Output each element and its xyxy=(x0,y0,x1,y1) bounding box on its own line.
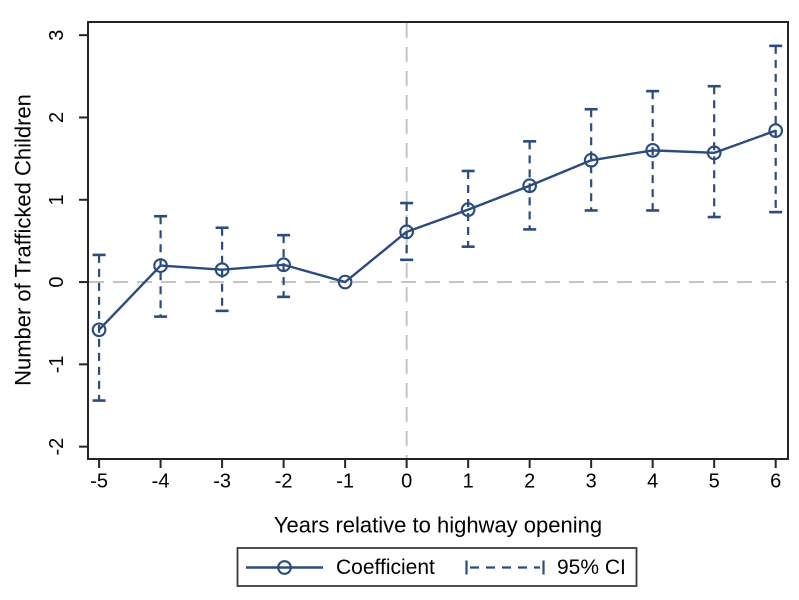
data-point-marker xyxy=(276,257,291,273)
data-point-marker xyxy=(645,143,661,158)
y-tick-label: -1 xyxy=(46,355,68,373)
data-point-marker xyxy=(768,123,784,138)
legend-label-coefficient: Coefficient xyxy=(336,556,435,579)
x-tick-label: 3 xyxy=(586,471,597,493)
x-tick-label: -5 xyxy=(90,471,108,493)
y-tick-label: -2 xyxy=(46,438,68,456)
y-tick-label: 2 xyxy=(46,112,68,123)
data-point-marker xyxy=(214,262,230,278)
coefficient-markers xyxy=(91,123,784,338)
x-tick-label: 1 xyxy=(463,471,474,493)
coefficient-line xyxy=(98,129,777,331)
y-axis-title: Number of Trafficked Children xyxy=(11,94,36,386)
y-tick-label: 3 xyxy=(46,30,68,41)
x-tick-label: 2 xyxy=(524,471,535,493)
legend: Coefficient 95% CI xyxy=(236,547,638,587)
plot-border xyxy=(87,21,789,460)
y-tick-label: 1 xyxy=(46,194,68,205)
x-tick-label: 5 xyxy=(709,471,720,493)
x-tick-label: 6 xyxy=(770,471,781,493)
data-point-marker xyxy=(583,152,599,168)
data-point-marker xyxy=(337,274,353,290)
data-point-marker xyxy=(706,145,722,161)
x-axis-title: Years relative to highway opening xyxy=(274,513,602,538)
y-tick-label: 0 xyxy=(46,276,68,287)
x-tick-label: -1 xyxy=(336,471,354,493)
ci-error-bars xyxy=(92,44,783,402)
data-point-marker xyxy=(153,258,168,273)
data-point-marker xyxy=(460,202,476,217)
axis-tick-labels: -5 -4 -3 -2 -1 0 1 2 3 4 5 6 -2 -1 0 1 2 3 xyxy=(46,30,781,493)
axis-ticks xyxy=(79,34,777,468)
legend-coefficient-marker-sample xyxy=(277,560,292,575)
x-tick-label: -3 xyxy=(213,471,231,493)
x-tick-label: -2 xyxy=(275,471,293,493)
x-tick-label: -4 xyxy=(152,471,170,493)
x-tick-label: 0 xyxy=(401,471,412,493)
legend-label-ci: 95% CI xyxy=(557,556,626,579)
x-tick-label: 4 xyxy=(647,471,658,493)
coefficient-polyline xyxy=(98,129,777,331)
data-point-marker xyxy=(522,178,538,194)
data-point-marker xyxy=(91,322,107,338)
reference-lines xyxy=(89,23,787,458)
data-point-marker xyxy=(399,224,414,240)
